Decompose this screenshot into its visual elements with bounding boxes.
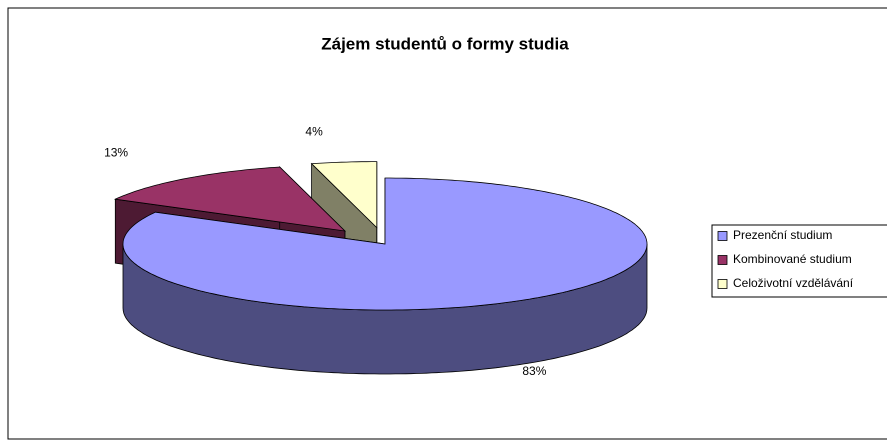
chart-title: Zájem studentů o formy studia <box>321 34 569 53</box>
slice <box>113 166 347 232</box>
data-label: 83% <box>522 364 546 378</box>
legend-swatch <box>717 279 728 289</box>
data-label: 13% <box>104 145 128 159</box>
slice <box>122 177 648 311</box>
legend-swatch <box>717 231 728 241</box>
legend-box <box>711 224 887 298</box>
slice <box>310 161 378 229</box>
legend-swatch <box>717 255 728 265</box>
legend-label: Kombinované studium <box>733 252 852 266</box>
legend-label: Celoživotní vzdělávání <box>733 276 854 290</box>
legend-label: Prezenční studium <box>733 228 832 242</box>
data-label: 4% <box>305 125 323 139</box>
